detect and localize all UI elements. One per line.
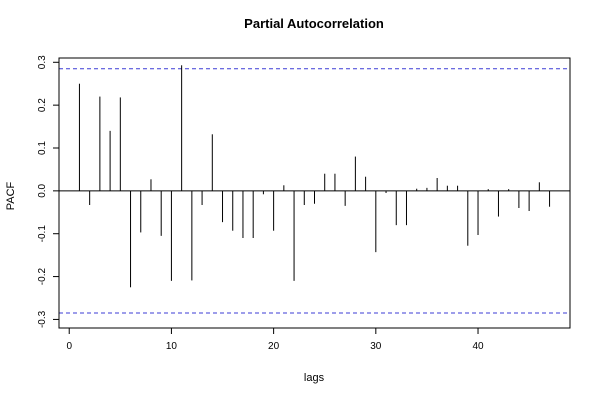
x-axis-label: lags (304, 372, 325, 384)
x-tick-label: 10 (166, 341, 178, 352)
x-tick-label: 40 (472, 341, 484, 352)
x-tick-label: 30 (370, 341, 382, 352)
y-tick-label: -0.2 (37, 268, 48, 286)
y-tick-label: -0.1 (37, 225, 48, 243)
y-tick-label: -0.3 (37, 310, 48, 328)
y-axis: -0.3 -0.2 -0.1 0.0 0.1 0.2 0.3 (37, 55, 60, 328)
y-tick-label: 0.0 (37, 183, 48, 197)
bars-group (59, 65, 570, 314)
y-tick-label: 0.1 (37, 141, 48, 155)
y-axis-label: PACF (5, 181, 17, 210)
x-tick-label: 0 (66, 341, 72, 352)
y-tick-label: 0.2 (37, 98, 48, 112)
x-tick-label: 20 (268, 341, 280, 352)
chart-title: Partial Autocorrelation (244, 16, 384, 31)
y-tick-label: 0.3 (37, 55, 48, 69)
x-axis: 0 10 20 30 40 (66, 327, 484, 352)
